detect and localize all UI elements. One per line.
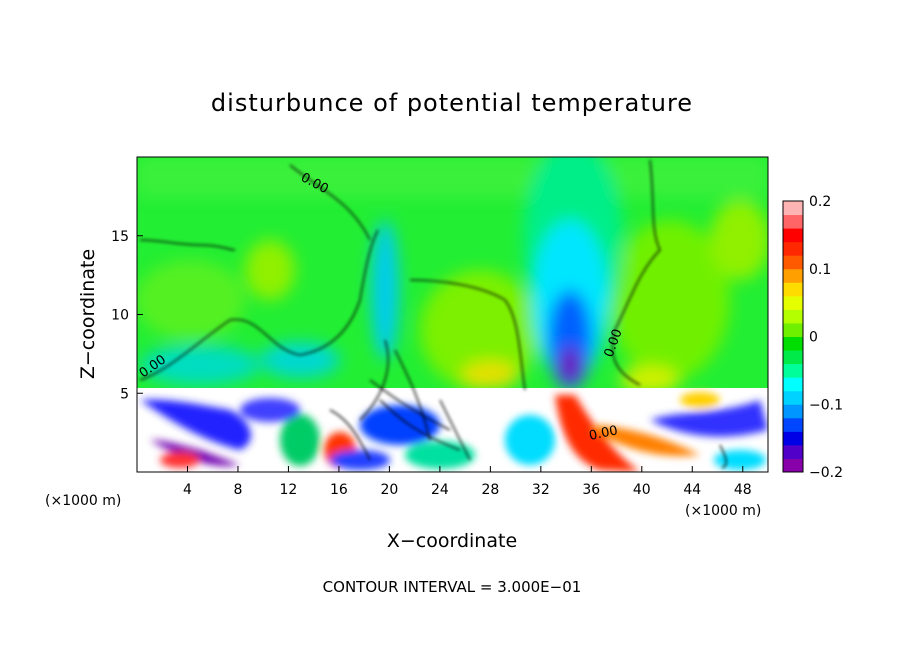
colorbar-segment bbox=[783, 241, 803, 256]
x-tick-label: 32 bbox=[532, 482, 550, 498]
colorbar-tick-label: −0.1 bbox=[809, 397, 843, 413]
x-tick-label: 24 bbox=[431, 482, 449, 498]
x-tick-label: 40 bbox=[633, 482, 651, 498]
colorbar-segment bbox=[783, 377, 803, 392]
colorbar-segment bbox=[783, 458, 803, 473]
x-tick-label: 48 bbox=[734, 482, 752, 498]
x-tick-label: 16 bbox=[330, 482, 348, 498]
x-axis: 4 8 12 16 20 24 28 32 36 40 44 48 bbox=[183, 466, 752, 498]
colorbar-segment bbox=[783, 444, 803, 459]
x-tick-label: 44 bbox=[683, 482, 701, 498]
y-tick-label: 15 bbox=[111, 229, 129, 245]
x-tick-label: 8 bbox=[233, 482, 242, 498]
plot-area: 0.00 0.00 0.00 0.00 bbox=[137, 157, 768, 472]
contour-label: 0.00 bbox=[588, 423, 619, 444]
colorbar-segment bbox=[783, 228, 803, 243]
colorbar-tick-label: 0 bbox=[809, 330, 818, 346]
colorbar-segment bbox=[783, 350, 803, 365]
y-axis-label: Z−coordinate bbox=[77, 249, 99, 379]
colorbar-segment bbox=[783, 431, 803, 446]
x-tick-label: 36 bbox=[582, 482, 600, 498]
colorbar-segment bbox=[783, 268, 803, 283]
chart-title: disturbunce of potential temperature bbox=[211, 89, 693, 117]
colorbar-segment bbox=[783, 255, 803, 270]
x-tick-label: 20 bbox=[380, 482, 398, 498]
colorbar-segment bbox=[783, 417, 803, 432]
colorbar-segment bbox=[783, 201, 803, 216]
x-unit-left: (×1000 m) bbox=[45, 493, 121, 509]
colorbar-segment bbox=[783, 390, 803, 405]
x-unit-right: (×1000 m) bbox=[685, 503, 761, 519]
y-axis: 5 10 15 bbox=[111, 229, 143, 402]
x-tick-label: 4 bbox=[183, 482, 192, 498]
colorbar-segment bbox=[783, 322, 803, 337]
colorbar-segment bbox=[783, 363, 803, 378]
x-tick-label: 12 bbox=[280, 482, 298, 498]
colorbar: 0.2 0.1 0 −0.1 −0.2 bbox=[782, 194, 843, 481]
colorbar-tick-label: 0.1 bbox=[809, 262, 831, 278]
contour-interval-note: CONTOUR INTERVAL = 3.000E−01 bbox=[323, 578, 582, 596]
colorbar-segment bbox=[783, 214, 803, 229]
colorbar-segment bbox=[783, 309, 803, 324]
colorbar-frame bbox=[782, 200, 804, 473]
x-tick-label: 28 bbox=[481, 482, 499, 498]
colorbar-tick-label: −0.2 bbox=[809, 465, 843, 481]
x-axis-label: X−coordinate bbox=[387, 530, 517, 552]
colorbar-tick-label: 0.2 bbox=[809, 194, 831, 210]
colorbar-segment bbox=[783, 404, 803, 419]
colorbar-segment bbox=[783, 336, 803, 351]
colorbar-segment bbox=[783, 282, 803, 297]
colorbar-segment bbox=[783, 295, 803, 310]
y-tick-label: 5 bbox=[120, 386, 129, 402]
y-tick-label: 10 bbox=[111, 308, 129, 324]
